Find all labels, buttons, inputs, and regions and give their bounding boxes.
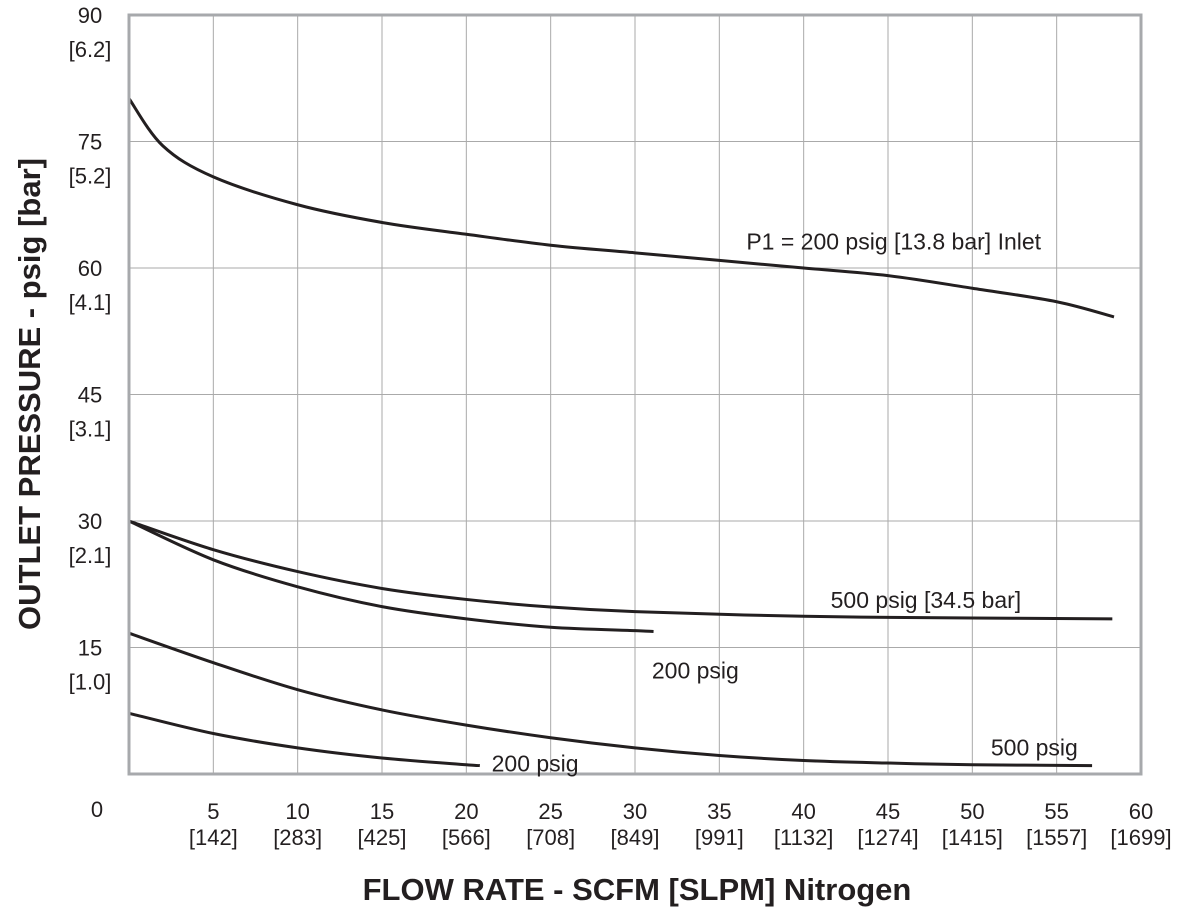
x-tick-label: 10 <box>285 799 309 824</box>
x-tick-sublabel: [1415] <box>942 825 1003 850</box>
y-tick-label: 75 <box>78 130 102 155</box>
x-tick-label: 5 <box>207 799 219 824</box>
series-label: 200 psig <box>492 750 579 776</box>
curves <box>127 97 1115 768</box>
y-tick-label: 60 <box>78 256 102 281</box>
x-tick-sublabel: [142] <box>189 825 238 850</box>
x-tick-sublabel: [283] <box>273 825 322 850</box>
x-tick-label: 30 <box>623 799 647 824</box>
x-tick-sublabel: [849] <box>611 825 660 850</box>
plot-frame <box>127 13 1143 776</box>
y-tick-sublabel: [1.0] <box>69 670 112 695</box>
x-tick-label: 50 <box>960 799 984 824</box>
series-line <box>128 711 480 768</box>
y-axis-title: OUTLET PRESSURE - psig [bar] <box>12 158 47 630</box>
y-tick-sublabel: [3.1] <box>69 417 112 442</box>
x-axis-title: FLOW RATE - SCFM [SLPM] Nitrogen <box>363 872 912 907</box>
series-line <box>128 519 1113 621</box>
x-tick-label: 55 <box>1044 799 1068 824</box>
y-tick-sublabel: [5.2] <box>69 164 112 189</box>
x-tick-sublabel: [1132] <box>774 825 834 850</box>
series-line <box>127 97 1115 319</box>
x-tick-label: 60 <box>1129 799 1153 824</box>
y-tick-label: 45 <box>78 383 102 408</box>
x-tick-label: 40 <box>791 799 815 824</box>
y-tick-sublabel: [2.1] <box>69 543 112 568</box>
y-tick-label: 30 <box>78 509 102 534</box>
series-line <box>128 631 1093 768</box>
x-tick-sublabel: [1274] <box>857 825 918 850</box>
x-tick-sublabel: [991] <box>695 825 744 850</box>
x-tick-labels: 5[142] 10[283] 15[425] 20[566] 25[708] 30[849… <box>189 799 1172 850</box>
y-tick-labels: 15 [1.0] 30 [2.1] 45 [3.1] 60 [4.1] 75 [5.2] 90 [6.… <box>69 3 112 695</box>
series-label: 500 psig <box>991 734 1078 760</box>
x-tick-label: 15 <box>370 799 394 824</box>
x-tick-label: 45 <box>876 799 900 824</box>
y-tick-sublabel: [6.2] <box>69 37 112 62</box>
series-label: 200 psig <box>652 658 739 684</box>
x-tick-sublabel: [1699] <box>1110 825 1171 850</box>
series-label: P1 = 200 psig [13.8 bar] Inlet <box>746 228 1041 254</box>
x-tick-label: 20 <box>454 799 478 824</box>
series-line <box>128 519 654 633</box>
x-tick-sublabel: [425] <box>358 825 407 850</box>
y-tick-label: 90 <box>78 3 102 28</box>
y-tick-label: 15 <box>78 636 102 661</box>
x-tick-sublabel: [566] <box>442 825 491 850</box>
x-tick-label: 35 <box>707 799 731 824</box>
x-tick-sublabel: [708] <box>526 825 575 850</box>
x-tick-label: 25 <box>538 799 562 824</box>
annotations: P1 = 200 psig [13.8 bar] Inlet 500 psig [… <box>492 228 1078 776</box>
origin-label: 0 <box>91 797 103 822</box>
y-tick-sublabel: [4.1] <box>69 290 112 315</box>
grid <box>129 14 1142 774</box>
x-tick-sublabel: [1557] <box>1026 825 1087 850</box>
series-label: 500 psig [34.5 bar] <box>831 587 1022 613</box>
